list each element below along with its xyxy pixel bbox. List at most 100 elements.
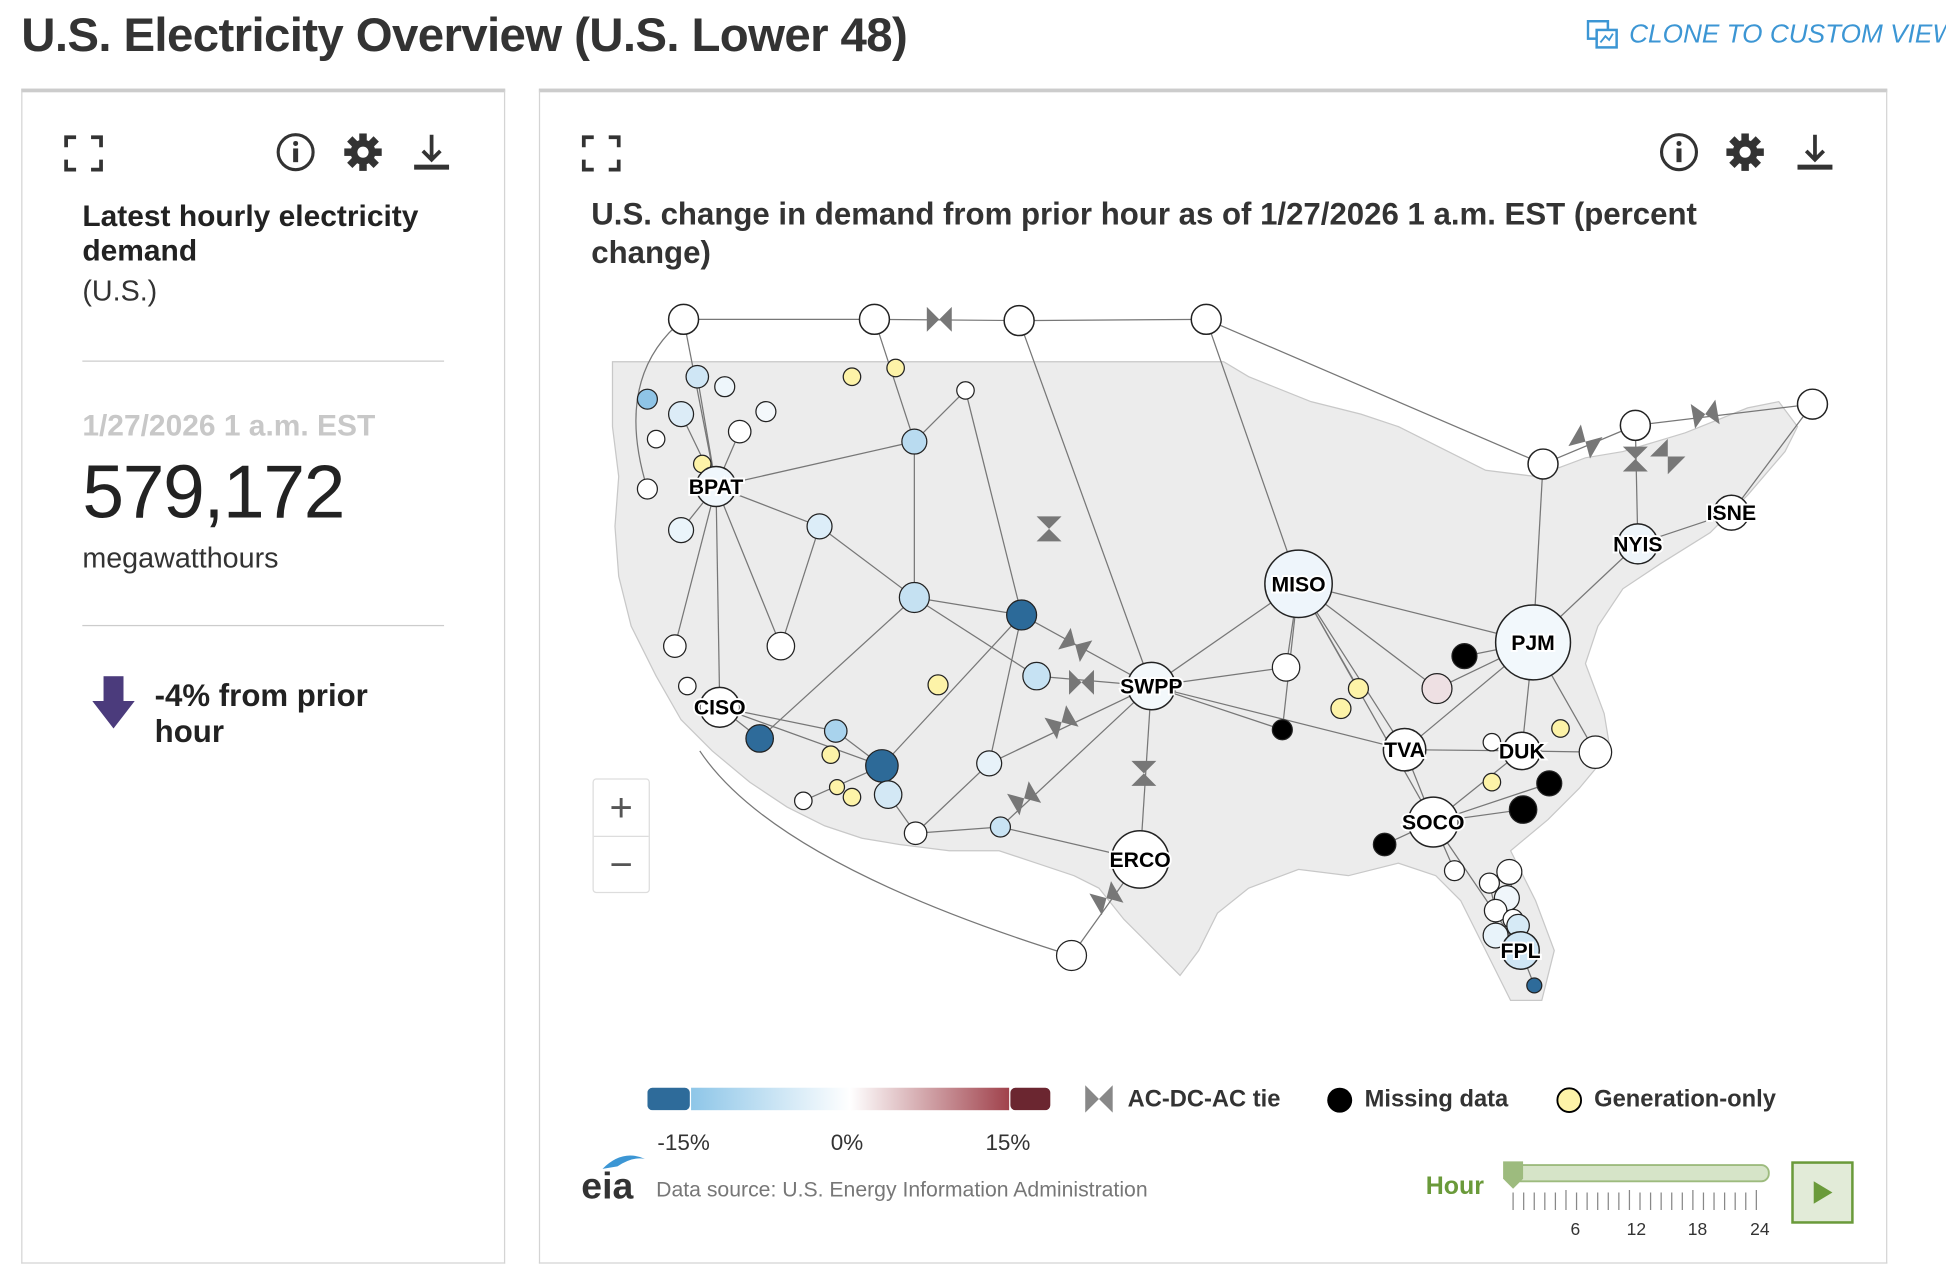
scale-tick-mid: 0% [830,1130,864,1156]
ba-node-duk[interactable]: DUK [1497,731,1547,771]
ba-node-n1[interactable] [667,303,700,336]
ba-node[interactable] [714,376,736,398]
ba-node[interactable] [1478,872,1500,894]
ba-node[interactable] [636,388,659,410]
generation-only-node[interactable] [1482,772,1502,792]
ba-node[interactable] [766,631,796,661]
missing-data-node[interactable] [1451,643,1478,670]
gear-icon[interactable] [343,132,383,172]
ba-node-n6[interactable] [1619,409,1652,442]
hour-slider[interactable] [1501,1155,1775,1242]
ba-node[interactable] [956,381,975,400]
page-title: U.S. Electricity Overview (U.S. Lower 48… [21,9,908,63]
ba-node[interactable] [873,780,903,809]
ba-node[interactable] [677,676,697,696]
ba-node[interactable] [1482,732,1502,752]
ba-node-nyis[interactable]: NYIS [1611,523,1664,565]
generation-only-node[interactable] [842,787,862,807]
ba-node-fpl[interactable]: FPL [1499,931,1543,970]
zoom-in-button[interactable]: + [593,780,649,838]
generation-only-node[interactable] [886,358,905,378]
transfer-edge [759,597,915,739]
play-button[interactable] [1791,1161,1854,1224]
zoom-out-button[interactable]: − [609,841,633,887]
ba-node[interactable] [727,419,752,444]
ba-node[interactable] [662,634,687,659]
expand-icon[interactable] [581,135,621,172]
expand-icon[interactable] [64,135,104,172]
transfer-edge [988,685,1152,764]
ba-node[interactable] [636,478,659,500]
download-icon[interactable] [412,132,452,172]
ba-node-bpat[interactable]: BPAT [687,465,745,508]
ba-node-ciso[interactable]: CISO [692,686,748,728]
ba-node[interactable] [976,750,1003,777]
ba-label: DUK [1499,740,1546,763]
us-map[interactable]: BPAT CISO SWPP ERCO MISO PJM NYIS ISNE TVA DUK SOC… [540,92,1888,1065]
ba-node[interactable] [646,429,666,449]
ba-node-n4[interactable] [1190,303,1222,336]
transfer-edge [964,390,1023,616]
ba-node[interactable] [1271,653,1301,682]
generation-only-node[interactable] [1330,697,1352,720]
hour-tick: 12 [1626,1218,1647,1239]
generation-only-node[interactable] [842,367,862,387]
generation-only-node[interactable] [927,674,949,696]
generation-only-icon [1556,1087,1583,1113]
ba-node-n5[interactable] [1527,448,1559,480]
ba-node[interactable] [667,401,695,428]
ba-node[interactable] [667,517,695,544]
download-icon[interactable] [1795,132,1835,172]
ba-node[interactable] [793,791,813,811]
generation-only-node[interactable] [1347,677,1370,700]
ba-node-n7[interactable] [1796,388,1829,420]
generation-only-node[interactable] [828,779,846,796]
ba-node[interactable] [989,816,1012,838]
ba-node[interactable] [903,821,928,846]
ba-node-tva[interactable]: TVA [1382,727,1427,772]
ba-node-pjm[interactable]: PJM [1494,604,1572,681]
missing-data-node[interactable] [1271,719,1293,741]
slider-track[interactable] [1512,1164,1770,1183]
ba-node-erco[interactable]: ERCO [1108,830,1173,889]
info-icon[interactable] [276,132,316,172]
ba-label: SOCO [1402,812,1464,835]
ba-node[interactable] [1421,672,1453,705]
ba-node[interactable] [898,581,930,614]
info-icon[interactable] [1659,132,1699,172]
ba-node[interactable] [1482,922,1509,949]
gear-icon[interactable] [1725,132,1765,172]
generation-only-node[interactable] [1551,719,1570,738]
ba-node[interactable] [1055,939,1088,972]
ba-node[interactable] [1526,977,1543,994]
ba-node[interactable] [1578,735,1613,770]
ba-node-n2[interactable] [858,303,891,336]
ba-node-miso[interactable]: MISO [1264,549,1333,619]
transfer-edge [1018,320,1152,687]
ba-node-soco[interactable]: SOCO [1400,796,1466,848]
ba-node[interactable] [1022,661,1051,691]
ba-node[interactable] [1496,858,1523,886]
ba-node-n3[interactable] [1003,304,1035,337]
ba-node-isne[interactable]: ISNE [1705,494,1758,531]
clone-to-custom-view-link[interactable]: CLONE TO CUSTOM VIEW [1586,19,1946,50]
slider-thumb[interactable] [1503,1161,1524,1189]
ba-node[interactable] [806,513,833,540]
ba-node[interactable] [745,724,775,753]
missing-data-node[interactable] [1508,795,1538,824]
ba-node[interactable] [901,428,928,455]
ba-node[interactable] [823,719,848,743]
missing-data-node[interactable] [1536,770,1563,797]
ba-node[interactable] [755,401,777,423]
missing-data-node[interactable] [1372,832,1397,857]
ba-node[interactable] [685,364,710,389]
ba-node[interactable] [865,749,899,783]
ba-node[interactable] [1483,898,1508,923]
ba-node[interactable] [1443,860,1466,882]
generation-only-node[interactable] [821,745,841,765]
ba-node[interactable] [1006,599,1038,631]
ba-node-swpp[interactable]: SWPP [1118,661,1184,711]
balancing-authority-nodes: BPAT CISO SWPP ERCO MISO PJM NYIS ISNE TVA DUK SOC… [636,303,1829,994]
map-panel: U.S. change in demand from prior hour as… [538,88,1888,1264]
ba-label: MISO [1271,573,1325,596]
